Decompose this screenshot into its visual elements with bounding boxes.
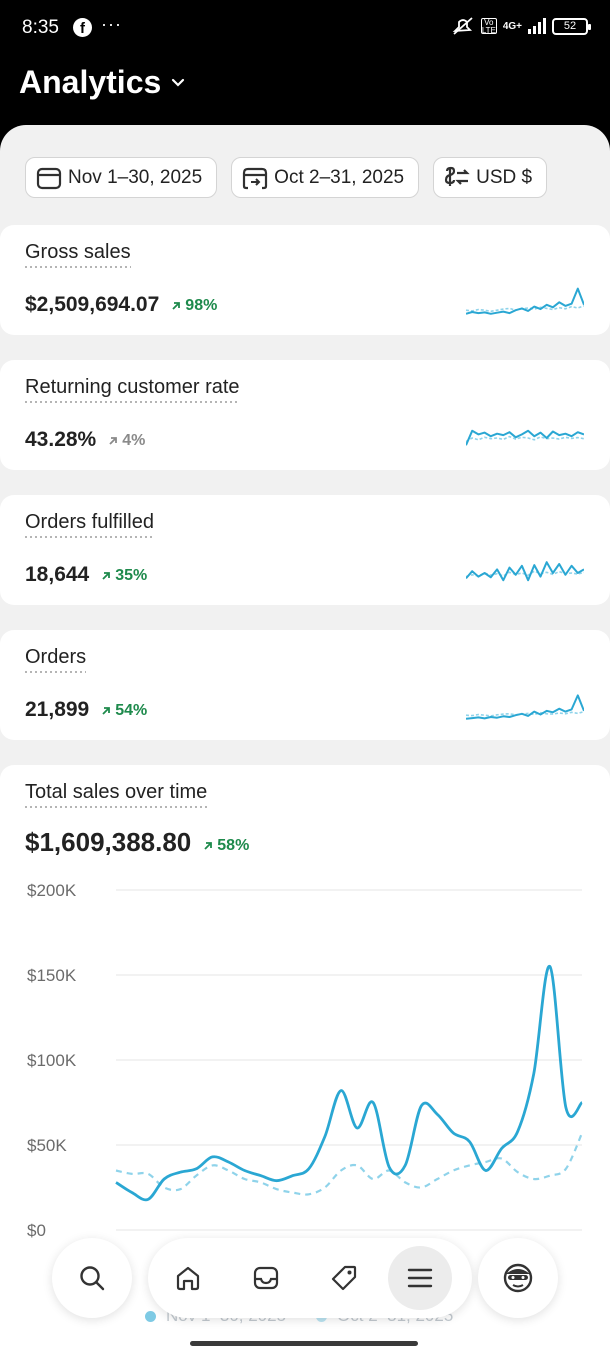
metric-value-row: 18,644 35%	[25, 563, 147, 587]
battery-icon: 52	[552, 17, 591, 35]
sparkline-current-line	[466, 287, 584, 315]
metric-title[interactable]: Orders fulfilled	[25, 511, 154, 538]
arrow-up-right-icon	[102, 707, 111, 715]
sparkline-previous-line	[466, 305, 584, 313]
filter-bar: Nov 1–30, 2025 Oct 2–31, 2025 USD $	[25, 157, 548, 198]
mute-icon	[452, 17, 473, 35]
date-range-label: Nov 1–30, 2025	[68, 166, 203, 188]
arrow-up-right-icon	[204, 842, 213, 850]
nav-products[interactable]	[312, 1246, 376, 1310]
metric-card-gross-sales[interactable]: Gross sales $2,509,694.07 98%	[0, 225, 610, 335]
home-indicator	[190, 1341, 418, 1346]
series-current-line	[115, 965, 584, 1202]
currency-label: USD $	[476, 166, 533, 188]
sparkline	[466, 287, 584, 315]
sparkline	[466, 561, 584, 582]
arrow-up-right-icon	[102, 572, 111, 580]
sparkline-previous-line	[466, 435, 584, 443]
home-icon	[176, 1266, 200, 1291]
arrow-up-right-icon	[172, 302, 181, 310]
comparison-range-filter[interactable]: Oct 2–31, 2025	[231, 157, 420, 198]
sparkline-current-line	[466, 429, 584, 446]
metric-value: $2,509,694.07	[25, 293, 160, 316]
metric-title[interactable]: Orders	[25, 646, 87, 673]
status-indicators: Vo LTE 4G+ 52	[451, 16, 591, 36]
y-tick-label: $0	[27, 1221, 46, 1240]
sparkline	[466, 429, 584, 446]
metric-delta-value: 54%	[115, 702, 148, 719]
page-title: Analytics	[19, 64, 162, 100]
arrow-up-right-icon	[109, 437, 118, 445]
metric-delta: 54%	[101, 702, 147, 720]
bottom-nav	[148, 1238, 472, 1318]
metric-card-returning-customer-rate[interactable]: Returning customer rate 43.28% 4%	[0, 360, 610, 470]
currency-filter[interactable]: USD $	[433, 157, 548, 198]
total-sales-delta: 58%	[203, 837, 249, 855]
more-notifications-icon: ···	[101, 14, 122, 34]
facebook-icon: f	[73, 18, 92, 37]
volte-icon: Vo LTE	[480, 18, 497, 35]
total-sales-value: $1,609,388.80	[25, 827, 192, 857]
metric-card-orders[interactable]: Orders 21,899 54%	[0, 630, 610, 740]
currency-swap-icon	[445, 166, 470, 186]
nav-home[interactable]	[156, 1246, 220, 1310]
analytics-sheet: Nov 1–30, 2025 Oct 2–31, 2025 USD $ Gros…	[0, 125, 610, 1356]
total-sales-value-row: $1,609,388.80 58%	[25, 827, 249, 858]
metric-title[interactable]: Returning customer rate	[25, 376, 240, 403]
metric-delta-value: 35%	[115, 567, 148, 584]
calendar-compare-icon	[243, 167, 268, 189]
metric-delta-value: 98%	[185, 297, 218, 314]
metric-delta: 98%	[171, 297, 217, 315]
comparison-range-label: Oct 2–31, 2025	[274, 166, 405, 188]
calendar-icon	[36, 167, 62, 189]
metric-value: 43.28%	[25, 428, 97, 451]
metric-value-row: 43.28% 4%	[25, 428, 145, 452]
sparkline	[466, 694, 584, 720]
legend-dot-current	[145, 1311, 156, 1323]
metric-delta: 4%	[108, 432, 145, 450]
search-icon	[80, 1266, 105, 1291]
menu-icon	[407, 1268, 433, 1288]
nav-menu[interactable]	[388, 1246, 452, 1310]
inbox-icon	[253, 1266, 279, 1290]
status-time: 8:35	[22, 17, 59, 38]
metric-delta: 35%	[101, 567, 147, 585]
y-tick-label: $50K	[27, 1136, 67, 1155]
network-type: 4G+	[502, 20, 522, 32]
date-range-filter[interactable]: Nov 1–30, 2025	[25, 157, 218, 198]
chevron-down-icon	[172, 78, 185, 87]
metric-value-row: 21,899 54%	[25, 698, 147, 722]
store-avatar-button[interactable]	[478, 1238, 558, 1318]
metric-value: 21,899	[25, 698, 90, 721]
avatar-icon	[503, 1263, 533, 1293]
y-tick-label: $100K	[27, 1051, 77, 1070]
tag-icon	[331, 1265, 357, 1291]
metric-card-orders-fulfilled[interactable]: Orders fulfilled 18,644 35%	[0, 495, 610, 605]
total-sales-chart[interactable]: $0$50K$100K$150K$200K1N	[0, 865, 610, 1245]
series-previous-line	[115, 1132, 584, 1196]
y-tick-label: $200K	[27, 881, 77, 900]
metric-value-row: $2,509,694.07 98%	[25, 293, 217, 317]
search-button[interactable]	[52, 1238, 132, 1318]
y-tick-label: $150K	[27, 966, 77, 985]
total-sales-title[interactable]: Total sales over time	[25, 781, 208, 808]
total-sales-delta-value: 58%	[217, 837, 250, 854]
metric-delta-value: 4%	[122, 432, 146, 449]
status-bar: 8:35 f ··· Vo LTE 4G+ 52	[0, 0, 610, 56]
page-title-dropdown[interactable]: Analytics	[19, 64, 185, 101]
sparkline-current-line	[466, 561, 584, 582]
nav-orders[interactable]	[234, 1246, 298, 1310]
metric-title[interactable]: Gross sales	[25, 241, 131, 268]
metric-value: 18,644	[25, 563, 90, 586]
signal-icon	[528, 18, 546, 34]
sparkline-current-line	[466, 694, 584, 720]
